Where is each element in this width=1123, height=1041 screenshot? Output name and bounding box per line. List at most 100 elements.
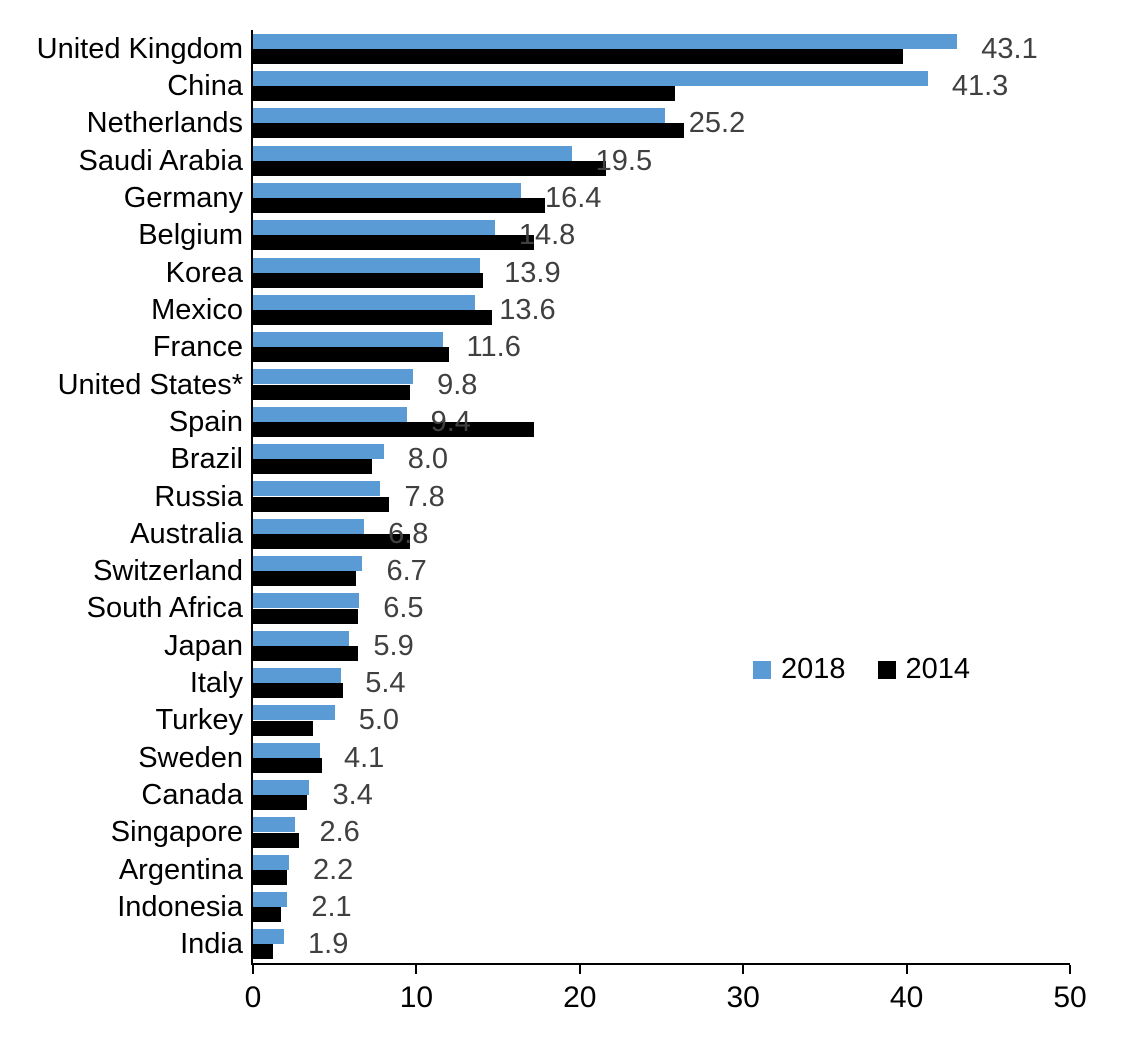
- bar-2014-russia: [253, 496, 389, 512]
- bar-2014-brazil: [253, 459, 373, 475]
- category-label-mexico: Mexico: [151, 293, 243, 326]
- x-tick-label-50: 50: [1053, 981, 1087, 1014]
- bar-2014-belgium: [253, 235, 535, 251]
- category-label-brazil: Brazil: [170, 443, 243, 476]
- bar-2014-korea: [253, 272, 484, 288]
- bar-2014-switzerland: [253, 571, 356, 587]
- bar-2018-indonesia: [253, 891, 288, 907]
- value-label-russia: 7.8: [404, 480, 445, 513]
- bar-2018-brazil: [253, 444, 384, 460]
- x-tick-label-20: 20: [563, 981, 597, 1014]
- bar-2018-south-africa: [253, 593, 360, 609]
- x-axis-line: [251, 963, 1070, 965]
- bar-2018-india: [253, 929, 285, 945]
- x-tick-mark-50: [1069, 965, 1071, 974]
- bar-2014-india: [253, 944, 273, 960]
- category-label-united-states: United States*: [57, 368, 243, 401]
- category-label-netherlands: Netherlands: [86, 107, 243, 140]
- bar-2014-australia: [253, 533, 410, 549]
- value-label-sweden: 4.1: [343, 741, 385, 774]
- bar-2018-united-states: [253, 369, 414, 385]
- bar-2014-france: [253, 347, 450, 363]
- bar-2018-japan: [253, 630, 350, 646]
- chart-legend: 2018 2014: [753, 655, 970, 684]
- legend-label-2014: 2014: [905, 653, 971, 685]
- bar-2014-united-states: [253, 384, 410, 400]
- category-label-italy: Italy: [189, 667, 243, 700]
- legend-swatch-icon-2018: [753, 660, 771, 679]
- bar-2018-singapore: [253, 817, 296, 833]
- bar-2018-argentina: [253, 854, 289, 870]
- category-label-belgium: Belgium: [138, 219, 243, 252]
- legend-entry-2014: 2014: [877, 653, 971, 685]
- bar-2018-netherlands: [253, 108, 665, 124]
- value-label-switzerland: 6.7: [386, 555, 427, 588]
- value-label-mexico: 13.6: [499, 293, 556, 326]
- bar-2018-united-kingdom: [253, 33, 958, 49]
- category-label-korea: Korea: [165, 256, 243, 289]
- value-label-singapore: 2.6: [319, 816, 360, 849]
- value-label-indonesia: 2.1: [311, 891, 352, 924]
- bar-2018-italy: [253, 668, 342, 684]
- x-tick-mark-30: [742, 965, 745, 974]
- x-tick-label-40: 40: [889, 981, 924, 1014]
- value-label-spain: 9.4: [430, 405, 471, 438]
- category-label-united-kingdom: United Kingdom: [36, 32, 243, 65]
- value-label-south-africa: 6.5: [383, 592, 424, 625]
- bar-2018-australia: [253, 518, 365, 534]
- category-label-russia: Russia: [154, 480, 243, 513]
- x-tick-label-30: 30: [726, 981, 760, 1014]
- bar-2014-argentina: [253, 869, 288, 885]
- bar-2014-sweden: [253, 757, 322, 773]
- category-label-saudi-arabia: Saudi Arabia: [78, 144, 243, 177]
- bar-2018-saudi-arabia: [253, 145, 572, 161]
- bar-2018-sweden: [253, 742, 320, 758]
- legend-entry-2018: 2018: [753, 655, 846, 684]
- x-tick-mark-40: [905, 965, 908, 974]
- category-label-canada: Canada: [141, 779, 243, 812]
- bar-2014-canada: [253, 795, 307, 811]
- value-label-brazil: 8.0: [407, 443, 449, 476]
- value-label-united-kingdom: 43.1: [981, 32, 1038, 65]
- bar-2018-mexico: [253, 294, 476, 310]
- bar-2014-turkey: [253, 720, 314, 736]
- bar-2014-japan: [253, 645, 358, 661]
- value-label-australia: 6.8: [388, 517, 429, 550]
- category-label-india: India: [180, 928, 243, 961]
- category-label-spain: Spain: [168, 405, 243, 438]
- x-tick-mark-0: [252, 965, 254, 974]
- category-label-singapore: Singapore: [110, 816, 243, 849]
- bar-2018-spain: [253, 406, 407, 422]
- bar-2014-germany: [253, 198, 546, 214]
- value-label-canada: 3.4: [332, 779, 373, 812]
- value-label-argentina: 2.2: [312, 853, 354, 886]
- category-label-japan: Japan: [163, 629, 243, 662]
- value-label-india: 1.9: [308, 928, 349, 961]
- bar-2014-spain: [253, 422, 535, 437]
- value-label-united-states: 9.8: [437, 368, 478, 401]
- value-label-china: 41.3: [951, 69, 1009, 102]
- category-label-france: France: [152, 331, 243, 364]
- x-tick-mark-10: [415, 965, 418, 974]
- y-axis-line: [251, 30, 253, 965]
- category-label-turkey: Turkey: [155, 704, 243, 737]
- category-label-australia: Australia: [130, 517, 243, 550]
- x-tick-mark-20: [578, 965, 581, 974]
- value-label-france: 11.6: [466, 331, 521, 364]
- value-label-korea: 13.9: [504, 256, 561, 289]
- bar-2014-saudi-arabia: [253, 160, 606, 176]
- bar-2014-italy: [253, 683, 343, 699]
- bar-2014-mexico: [253, 310, 492, 326]
- bar-2014-south-africa: [253, 608, 358, 624]
- bar-2018-china: [253, 70, 928, 86]
- bar-2018-turkey: [253, 705, 335, 721]
- value-label-japan: 5.9: [373, 629, 414, 662]
- x-tick-label-0: 0: [244, 981, 262, 1014]
- value-label-belgium: 14.8: [518, 219, 576, 252]
- bar-2018-russia: [253, 481, 381, 497]
- bar-2018-germany: [253, 182, 521, 198]
- bar-2018-korea: [253, 257, 481, 273]
- category-label-south-africa: South Africa: [86, 592, 243, 625]
- category-label-argentina: Argentina: [118, 853, 243, 886]
